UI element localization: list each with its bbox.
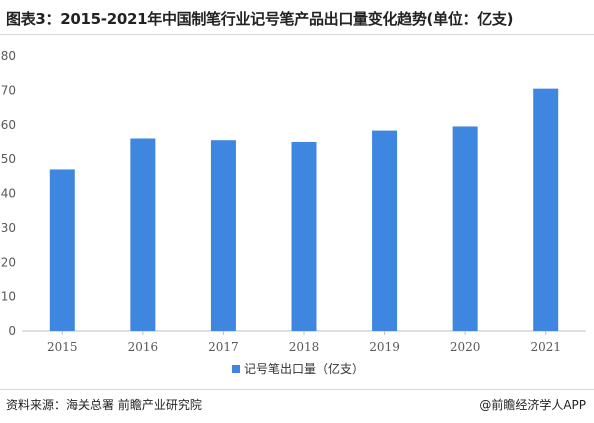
y-tick-label: 30 <box>1 221 16 235</box>
bar <box>533 88 559 331</box>
bar <box>130 138 156 331</box>
legend-label: 记号笔出口量（亿支） <box>244 361 364 376</box>
x-tick-label: 2021 <box>530 340 561 354</box>
bar-chart: 0 10 20 30 40 50 60 70 80 2015 2016 2017 2018 2019 202… <box>1 49 586 376</box>
bar <box>49 169 75 331</box>
y-tick-label: 10 <box>1 290 16 304</box>
bar <box>210 140 236 331</box>
bar <box>291 141 317 331</box>
title-divider <box>0 34 594 35</box>
x-tick-label: 2020 <box>450 340 481 354</box>
x-tick-label: 2018 <box>289 340 320 354</box>
y-tick-label: 20 <box>1 255 16 269</box>
x-tick-label: 2015 <box>47 340 78 354</box>
y-tick-label: 40 <box>1 187 16 201</box>
legend-swatch <box>232 365 240 373</box>
y-tick-label: 80 <box>1 49 16 63</box>
x-tick-label: 2019 <box>369 340 400 354</box>
brand-credit: @前瞻经济学人APP <box>477 396 586 413</box>
x-tick-label: 2017 <box>208 340 239 354</box>
brand-text: @前瞻经济学人APP <box>479 398 586 412</box>
x-tick-label: 2016 <box>128 340 159 354</box>
chart-title: 图表3：2015-2021年中国制笔行业记号笔产品出口量变化趋势(单位：亿支) <box>6 10 514 28</box>
source-note: 资料来源：海关总署 前瞻产业研究院 <box>6 398 202 412</box>
y-tick-label: 0 <box>8 324 16 338</box>
footer-divider <box>0 389 594 390</box>
y-tick-label: 70 <box>1 83 16 97</box>
y-tick-label: 50 <box>1 152 16 166</box>
y-tick-label: 60 <box>1 118 16 132</box>
bar <box>372 130 398 331</box>
bar <box>452 126 478 331</box>
